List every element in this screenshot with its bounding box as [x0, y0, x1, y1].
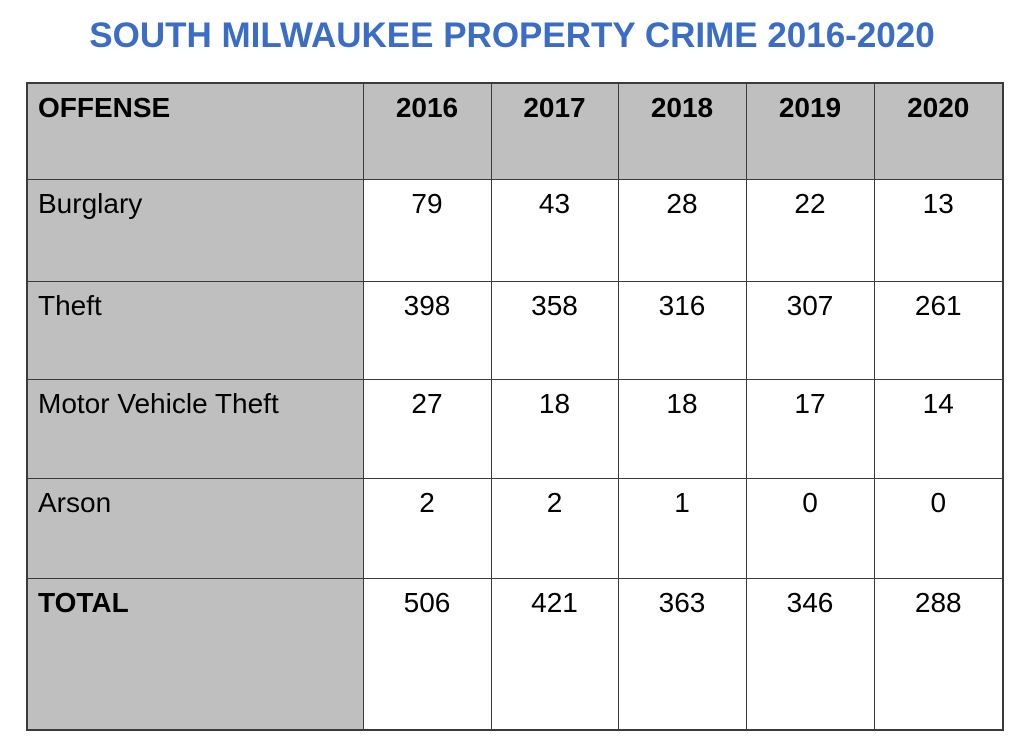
cell-arson-2018: 1	[617, 477, 747, 579]
cell-mvt-2018: 18	[617, 378, 747, 479]
cell-arson-2019: 0	[745, 477, 875, 579]
cell-mvt-2017: 18	[490, 378, 619, 479]
table-row-total: TOTAL 506 421 363 346 288	[26, 577, 1004, 731]
row-label-burglary: Burglary	[26, 178, 364, 282]
column-header-2019: 2019	[745, 82, 875, 180]
cell-arson-2017: 2	[490, 477, 619, 579]
cell-theft-2018: 316	[617, 280, 747, 380]
cell-total-2017: 421	[490, 577, 619, 731]
table-header-row: OFFENSE 2016 2017 2018 2019 2020	[26, 82, 1004, 180]
column-header-2020: 2020	[873, 82, 1004, 180]
cell-burglary-2017: 43	[490, 178, 619, 282]
cell-burglary-2019: 22	[745, 178, 875, 282]
cell-total-2019: 346	[745, 577, 875, 731]
cell-burglary-2018: 28	[617, 178, 747, 282]
table-row-burglary: Burglary 79 43 28 22 13	[26, 178, 1004, 282]
column-header-2016: 2016	[362, 82, 492, 180]
cell-mvt-2016: 27	[362, 378, 492, 479]
column-header-2018: 2018	[617, 82, 747, 180]
cell-total-2016: 506	[362, 577, 492, 731]
cell-theft-2017: 358	[490, 280, 619, 380]
cell-theft-2020: 261	[873, 280, 1004, 380]
column-header-2017: 2017	[490, 82, 619, 180]
page-title: SOUTH MILWAUKEE PROPERTY CRIME 2016-2020	[89, 16, 935, 55]
row-label-motor-vehicle-theft: Motor Vehicle Theft	[26, 378, 364, 479]
cell-arson-2016: 2	[362, 477, 492, 579]
cell-theft-2019: 307	[745, 280, 875, 380]
cell-total-2020: 288	[873, 577, 1004, 731]
cell-burglary-2020: 13	[873, 178, 1004, 282]
cell-burglary-2016: 79	[362, 178, 492, 282]
cell-mvt-2019: 17	[745, 378, 875, 479]
column-header-offense: OFFENSE	[26, 82, 364, 180]
cell-theft-2016: 398	[362, 280, 492, 380]
cell-total-2018: 363	[617, 577, 747, 731]
row-label-total: TOTAL	[26, 577, 364, 731]
cell-arson-2020: 0	[873, 477, 1004, 579]
table-row-theft: Theft 398 358 316 307 261	[26, 280, 1004, 380]
property-crime-table: OFFENSE 2016 2017 2018 2019 2020 Burglar…	[26, 82, 1004, 731]
cell-mvt-2020: 14	[873, 378, 1004, 479]
table-row-motor-vehicle-theft: Motor Vehicle Theft 27 18 18 17 14	[26, 378, 1004, 479]
row-label-arson: Arson	[26, 477, 364, 579]
row-label-theft: Theft	[26, 280, 364, 380]
table-row-arson: Arson 2 2 1 0 0	[26, 477, 1004, 579]
